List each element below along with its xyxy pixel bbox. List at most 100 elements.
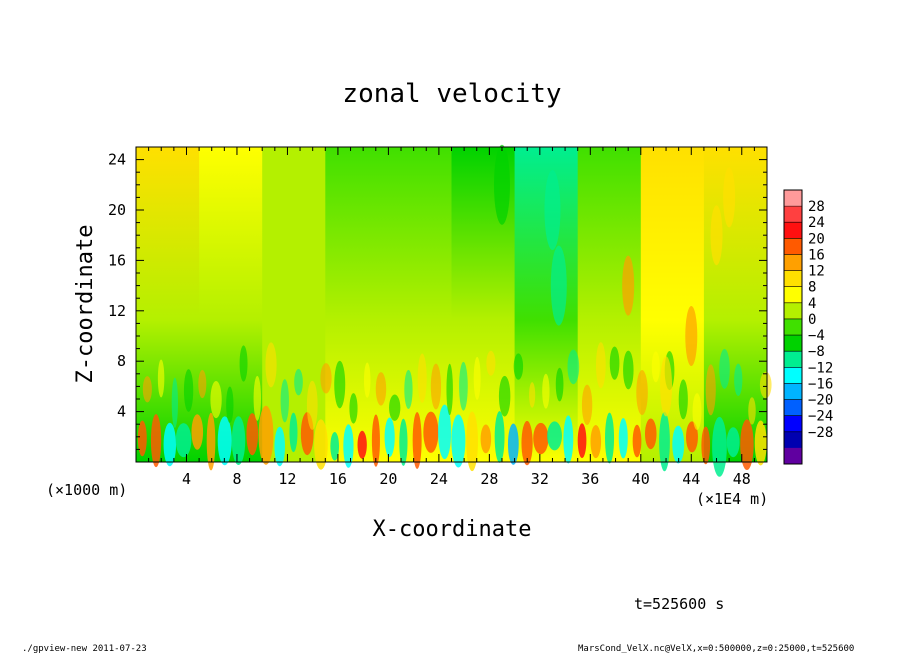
colorbar-label: 28 [808, 199, 825, 215]
x-tick-label: 40 [632, 470, 650, 488]
heatmap-cell [507, 423, 519, 465]
y-tick-label: 16 [108, 251, 126, 269]
heatmap-cell [231, 416, 246, 465]
colorbar-swatch [784, 302, 802, 320]
colorbar-swatch [784, 318, 802, 336]
heatmap-cell [542, 373, 550, 409]
colorbar-label: −4 [808, 328, 825, 344]
heatmap-cell [498, 375, 511, 417]
heatmap-cell [705, 364, 716, 416]
heatmap-cell [672, 425, 685, 464]
colorbar-label: −16 [808, 376, 833, 392]
x-tick-label: 4 [182, 470, 191, 488]
heatmap-cell [384, 417, 395, 457]
heatmap-cell [171, 377, 178, 428]
heatmap-cell [253, 375, 262, 421]
heatmap-surface-features [137, 144, 772, 477]
footer-right: MarsCond_VelX.nc@VelX,x=0:500000,z=0:250… [578, 644, 854, 654]
heatmap-cell [349, 393, 358, 424]
heatmap-cell [748, 397, 756, 425]
heatmap-cell [265, 342, 277, 388]
colorbar-swatch [784, 415, 802, 433]
heatmap-cell [423, 411, 439, 453]
heatmap-cell [486, 350, 496, 376]
heatmap-cell [590, 424, 602, 459]
heatmap-cell [217, 416, 232, 466]
colorbar-label: 4 [808, 296, 816, 312]
heatmap-cell [563, 415, 574, 464]
colorbar-swatch [784, 254, 802, 271]
heatmap-cell [692, 393, 702, 431]
footer-left: ./gpview-new 2011-07-23 [22, 644, 147, 654]
colorbar-label: −20 [808, 393, 833, 409]
heatmap-column [136, 147, 200, 462]
colorbar-swatch [784, 222, 802, 239]
heatmap-cell [371, 414, 380, 467]
heatmap-cell [357, 430, 367, 459]
heatmap-cell [375, 372, 387, 406]
colorbar-label: 12 [808, 264, 825, 280]
heatmap-cell [632, 424, 642, 458]
colorbar-label: 24 [808, 215, 825, 231]
heatmap-cell [605, 412, 615, 464]
colorbar-swatch [784, 367, 802, 384]
heatmap-cell [258, 405, 274, 465]
y-tick-label: 20 [108, 201, 126, 219]
time-annotation: t=525600 s [634, 595, 724, 613]
heatmap-cell [334, 360, 346, 409]
colorbar-swatch [784, 399, 802, 416]
x-tick-label: 28 [480, 470, 498, 488]
x-tick-label: 20 [379, 470, 397, 488]
heatmap-cell [644, 418, 657, 450]
heatmap-cell [417, 353, 427, 403]
colorbar-label: 0 [808, 312, 816, 328]
heatmap-cell [473, 356, 481, 400]
colorbar-swatch [784, 238, 802, 255]
heatmap-cell [494, 411, 505, 463]
heatmap-cell [314, 419, 328, 470]
y-tick-label: 24 [108, 151, 126, 169]
heatmap-cell [404, 369, 413, 410]
colorbar-swatch [784, 206, 802, 223]
heatmap-cell [544, 170, 561, 250]
heatmap-cell [719, 348, 730, 389]
x-axis-label: X-coordinate [373, 517, 532, 542]
colorbar-swatch [784, 447, 802, 465]
heatmap-cell [685, 306, 698, 366]
heatmap-cell [289, 412, 298, 453]
y-axis-label: Z-coordinate [73, 225, 98, 384]
heatmap-cell [710, 205, 723, 266]
x-tick-label: 44 [682, 470, 700, 488]
heatmap-cell [609, 346, 620, 380]
colorbar-swatch [784, 431, 802, 449]
y-axis-ticks: 4 8 12 16 20 24 [108, 151, 767, 450]
y-tick-label: 4 [117, 403, 126, 421]
heatmap-cell [239, 345, 248, 382]
x-tick-label: 36 [581, 470, 599, 488]
heatmap-cell [306, 380, 318, 430]
heatmap-cell [191, 414, 204, 450]
heatmap-cell [550, 245, 567, 326]
heatmap-cell [754, 420, 767, 466]
heatmap-cell [493, 144, 510, 225]
colorbar-swatch [784, 351, 802, 368]
x-tick-label: 8 [232, 470, 241, 488]
heatmap-cell [581, 384, 593, 426]
heatmap-cell [198, 369, 207, 399]
heatmap-cell [734, 363, 743, 397]
heatmap-cell [740, 419, 754, 471]
y-tick-label: 12 [108, 302, 126, 320]
heatmap-cell [513, 353, 524, 380]
x-tick-label: 24 [430, 470, 448, 488]
heatmap-cell [521, 420, 533, 466]
heatmap-cell [451, 414, 466, 468]
heatmap-cell [157, 359, 165, 398]
heatmap-cell [466, 411, 478, 472]
heatmap-cell [280, 379, 289, 423]
heatmap-cell [712, 416, 727, 477]
colorbar-label: −24 [808, 409, 833, 425]
heatmap-cell [389, 394, 401, 421]
heatmap-cell [567, 349, 580, 385]
